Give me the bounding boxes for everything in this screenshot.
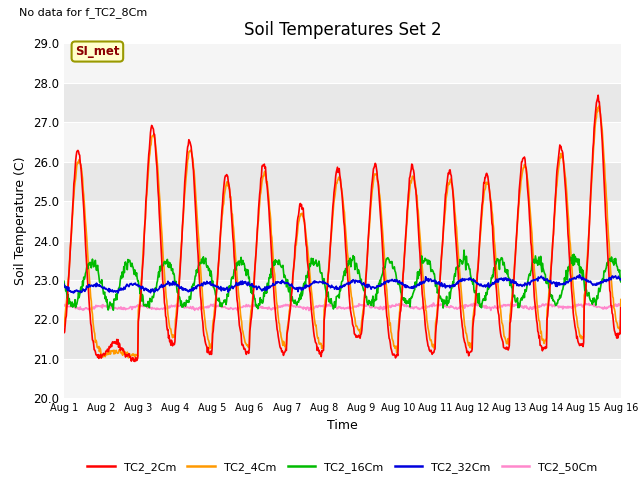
TC2_16Cm [109, 307, 117, 313]
TC2_2Cm [589, 139, 597, 145]
TC2_16Cm [164, 264, 172, 270]
TC2_2Cm [164, 326, 172, 332]
TC2_4Cm [125, 355, 132, 360]
Bar [64, 201, 621, 240]
TC2_50Cm [305, 308, 313, 313]
TC2_50Cm [291, 303, 299, 309]
TC2_4Cm [87, 294, 95, 300]
TC2_2Cm [595, 92, 602, 98]
Bar [64, 280, 621, 320]
TC2_2Cm [292, 238, 300, 244]
Bar [64, 359, 621, 398]
TC2_4Cm [388, 337, 396, 343]
X-axis label: Time: Time [327, 419, 358, 432]
Bar [64, 162, 621, 201]
Line: TC2_4Cm: TC2_4Cm [64, 106, 621, 358]
Bar [64, 320, 621, 359]
Bar [64, 240, 621, 280]
TC2_32Cm [599, 280, 607, 286]
TC2_50Cm [87, 306, 95, 312]
TC2_32Cm [590, 281, 598, 287]
Title: Soil Temperatures Set 2: Soil Temperatures Set 2 [244, 21, 441, 39]
TC2_32Cm [292, 286, 300, 292]
TC2_4Cm [292, 243, 300, 249]
Legend: TC2_2Cm, TC2_4Cm, TC2_16Cm, TC2_32Cm, TC2_50Cm: TC2_2Cm, TC2_4Cm, TC2_16Cm, TC2_32Cm, TC… [83, 457, 602, 477]
Y-axis label: Soil Temperature (C): Soil Temperature (C) [15, 156, 28, 285]
TC2_16Cm [599, 276, 607, 281]
TC2_2Cm [617, 305, 625, 311]
TC2_16Cm [292, 300, 300, 306]
TC2_16Cm [87, 261, 95, 267]
TC2_32Cm [576, 272, 584, 277]
TC2_50Cm [429, 300, 437, 306]
TC2_32Cm [617, 276, 625, 282]
TC2_16Cm [460, 247, 468, 253]
TC2_2Cm [131, 359, 139, 364]
TC2_4Cm [599, 136, 607, 142]
Line: TC2_16Cm: TC2_16Cm [64, 250, 621, 310]
Text: No data for f_TC2_8Cm: No data for f_TC2_8Cm [19, 7, 148, 18]
Line: TC2_50Cm: TC2_50Cm [64, 303, 621, 311]
TC2_50Cm [388, 302, 396, 308]
TC2_32Cm [164, 278, 172, 284]
TC2_2Cm [60, 330, 68, 336]
TC2_4Cm [589, 147, 597, 153]
TC2_50Cm [599, 306, 607, 312]
TC2_32Cm [87, 283, 95, 288]
TC2_32Cm [388, 277, 396, 283]
TC2_4Cm [617, 297, 625, 302]
TC2_50Cm [163, 306, 171, 312]
TC2_4Cm [164, 312, 172, 317]
TC2_50Cm [617, 302, 625, 308]
TC2_2Cm [388, 352, 396, 358]
TC2_2Cm [599, 151, 607, 156]
Bar [64, 122, 621, 162]
TC2_2Cm [87, 321, 95, 326]
Text: SI_met: SI_met [75, 45, 120, 58]
TC2_4Cm [595, 103, 603, 108]
Line: TC2_32Cm: TC2_32Cm [64, 275, 621, 293]
TC2_4Cm [60, 324, 68, 329]
TC2_16Cm [617, 279, 625, 285]
TC2_16Cm [60, 278, 68, 284]
Bar [64, 83, 621, 122]
TC2_32Cm [114, 290, 122, 296]
TC2_32Cm [60, 281, 68, 287]
TC2_16Cm [590, 295, 598, 301]
TC2_50Cm [590, 304, 598, 310]
TC2_50Cm [60, 302, 68, 308]
Bar [64, 43, 621, 83]
Line: TC2_2Cm: TC2_2Cm [64, 95, 621, 361]
TC2_16Cm [388, 265, 396, 271]
